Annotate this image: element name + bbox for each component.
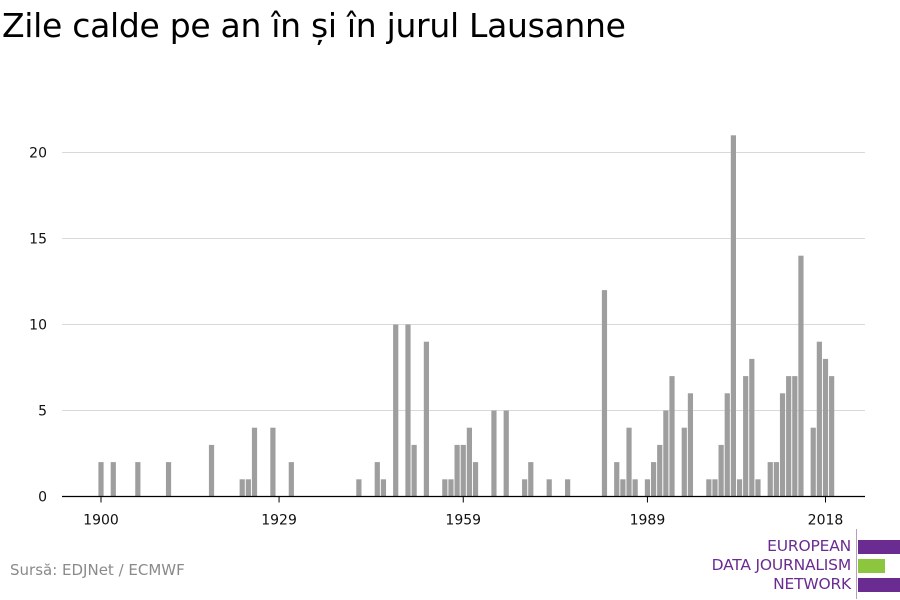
bar (251, 427, 258, 497)
y-tick-label: 5 (38, 404, 47, 420)
bar (681, 427, 687, 497)
y-tick-label: 0 (38, 490, 47, 506)
logo-bar-3 (858, 578, 900, 592)
x-tick-label: 1929 (261, 513, 297, 529)
bar (620, 479, 626, 497)
bar (135, 462, 141, 497)
bar (423, 341, 430, 497)
bar (165, 462, 172, 497)
bar (245, 479, 251, 497)
bar (380, 479, 387, 497)
bar (663, 410, 669, 497)
bar (786, 376, 792, 497)
bar (98, 462, 104, 497)
x-tick-label: 1989 (630, 513, 666, 529)
y-axis-tick-labels: 0 5 10 15 20 (29, 146, 47, 506)
bar (110, 462, 116, 497)
bar (472, 462, 479, 497)
bars (98, 135, 835, 497)
bar (528, 462, 534, 497)
bar (755, 479, 761, 497)
bar (208, 444, 215, 497)
bar (767, 462, 773, 497)
logo-line-2: DATA JOURNALISM (711, 556, 852, 574)
bar (687, 393, 694, 497)
bar (736, 479, 743, 497)
bar (466, 427, 472, 497)
x-tick-label: 2018 (808, 513, 844, 529)
bar (730, 135, 737, 497)
bar (626, 427, 632, 497)
bar (614, 462, 620, 497)
bar (393, 324, 399, 497)
bar (454, 444, 460, 497)
x-tick-label: 1959 (445, 513, 481, 529)
bar (356, 479, 362, 497)
bar (712, 479, 718, 497)
bar (792, 376, 798, 497)
bar (829, 376, 835, 497)
bar (601, 290, 608, 497)
bar (239, 479, 245, 497)
logo-bar-2 (858, 559, 885, 573)
bar (718, 444, 724, 497)
source-note: Sursă: EDJNet / ECMWF (10, 561, 185, 579)
bar (810, 427, 816, 497)
bar (522, 479, 528, 497)
bar (822, 358, 829, 497)
y-tick-label: 20 (29, 146, 47, 162)
bar (650, 462, 657, 497)
bar (743, 376, 749, 497)
logo-divider (856, 529, 857, 599)
bar (724, 393, 730, 497)
bar (706, 479, 712, 497)
grid-lines (62, 152, 865, 411)
bar (798, 255, 804, 497)
bar (405, 324, 411, 497)
bar (288, 462, 294, 497)
bar (546, 479, 552, 497)
bar (565, 479, 571, 497)
bar (448, 479, 454, 497)
chart-title: Zile calde pe an în și în jurul Lausanne (2, 6, 626, 45)
bar (632, 479, 638, 497)
logo-line-3: NETWORK (773, 575, 851, 593)
logo-bar-1 (858, 540, 900, 554)
bar (644, 479, 651, 497)
bar (374, 462, 380, 497)
bar (779, 393, 786, 497)
bar (460, 444, 466, 497)
bar (503, 410, 509, 497)
y-tick-label: 15 (29, 232, 47, 248)
bar (270, 427, 276, 497)
bar (491, 410, 497, 497)
x-axis: 1900 1929 1959 1989 2018 (62, 495, 865, 529)
bar (411, 444, 417, 497)
x-tick-label: 1900 (83, 513, 119, 529)
bar (749, 358, 755, 497)
bar (816, 341, 822, 497)
logo-line-1: EUROPEAN (767, 537, 851, 555)
y-tick-label: 10 (29, 318, 47, 334)
bar (773, 462, 779, 497)
bar (669, 376, 675, 497)
edjnet-logo: EUROPEAN DATA JOURNALISM NETWORK (700, 529, 900, 599)
bar (657, 444, 663, 497)
bar (442, 479, 448, 497)
